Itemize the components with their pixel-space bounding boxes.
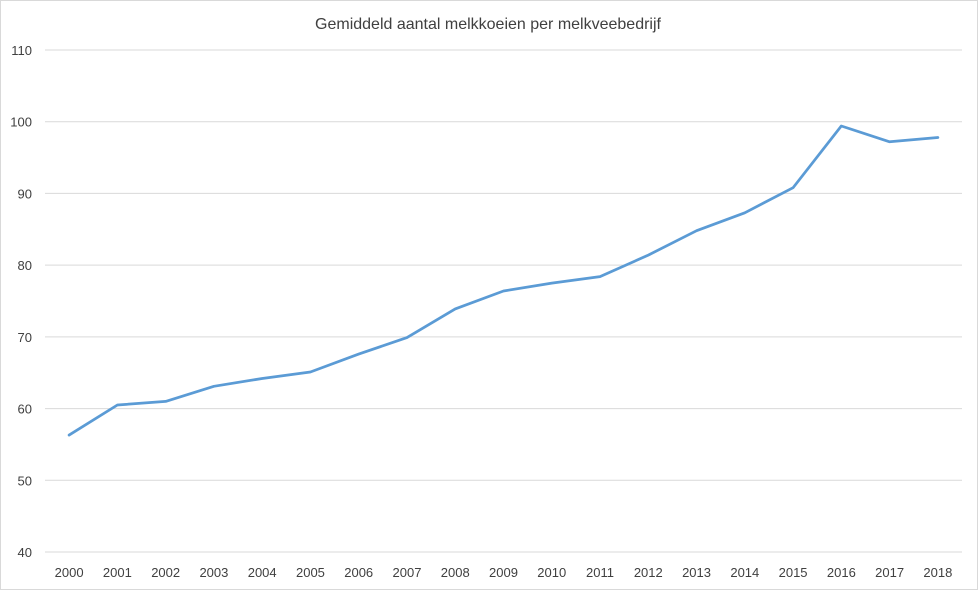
chart-title: Gemiddeld aantal melkkoeien per melkveeb… [315, 16, 662, 33]
y-tick-label: 80 [18, 258, 32, 273]
y-tick-label: 110 [11, 43, 32, 58]
gridlines [45, 49, 962, 553]
x-tick-label: 2011 [586, 565, 614, 580]
y-tick-label: 40 [18, 545, 32, 560]
y-axis-ticks: 40 50 60 70 80 90 100 110 [10, 43, 32, 560]
x-tick-label: 2006 [344, 565, 373, 580]
x-tick-label: 2009 [489, 565, 518, 580]
x-axis-ticks: 2000 2001 2002 2003 2004 2005 2006 2007 2008 2009… [55, 565, 953, 580]
x-tick-label: 2001 [103, 565, 132, 580]
x-tick-label: 2014 [730, 565, 759, 580]
y-tick-label: 90 [18, 186, 32, 201]
x-tick-label: 2016 [827, 565, 856, 580]
y-tick-label: 50 [18, 473, 32, 488]
x-tick-label: 2005 [296, 565, 325, 580]
x-tick-label: 2003 [199, 565, 228, 580]
x-tick-label: 2000 [55, 565, 84, 580]
y-tick-label: 70 [18, 330, 32, 345]
x-tick-label: 2012 [634, 565, 663, 580]
y-tick-label: 100 [10, 115, 32, 130]
y-tick-label: 60 [18, 402, 32, 417]
x-tick-label: 2018 [923, 565, 952, 580]
series-group [67, 124, 940, 437]
x-tick-label: 2013 [682, 565, 711, 580]
x-tick-label: 2010 [537, 565, 566, 580]
x-tick-label: 2002 [151, 565, 180, 580]
x-tick-label: 2017 [875, 565, 904, 580]
x-tick-label: 2007 [393, 565, 422, 580]
series-line [67, 124, 940, 437]
x-tick-label: 2004 [248, 565, 277, 580]
x-tick-label: 2015 [779, 565, 808, 580]
x-tick-label: 2008 [441, 565, 470, 580]
